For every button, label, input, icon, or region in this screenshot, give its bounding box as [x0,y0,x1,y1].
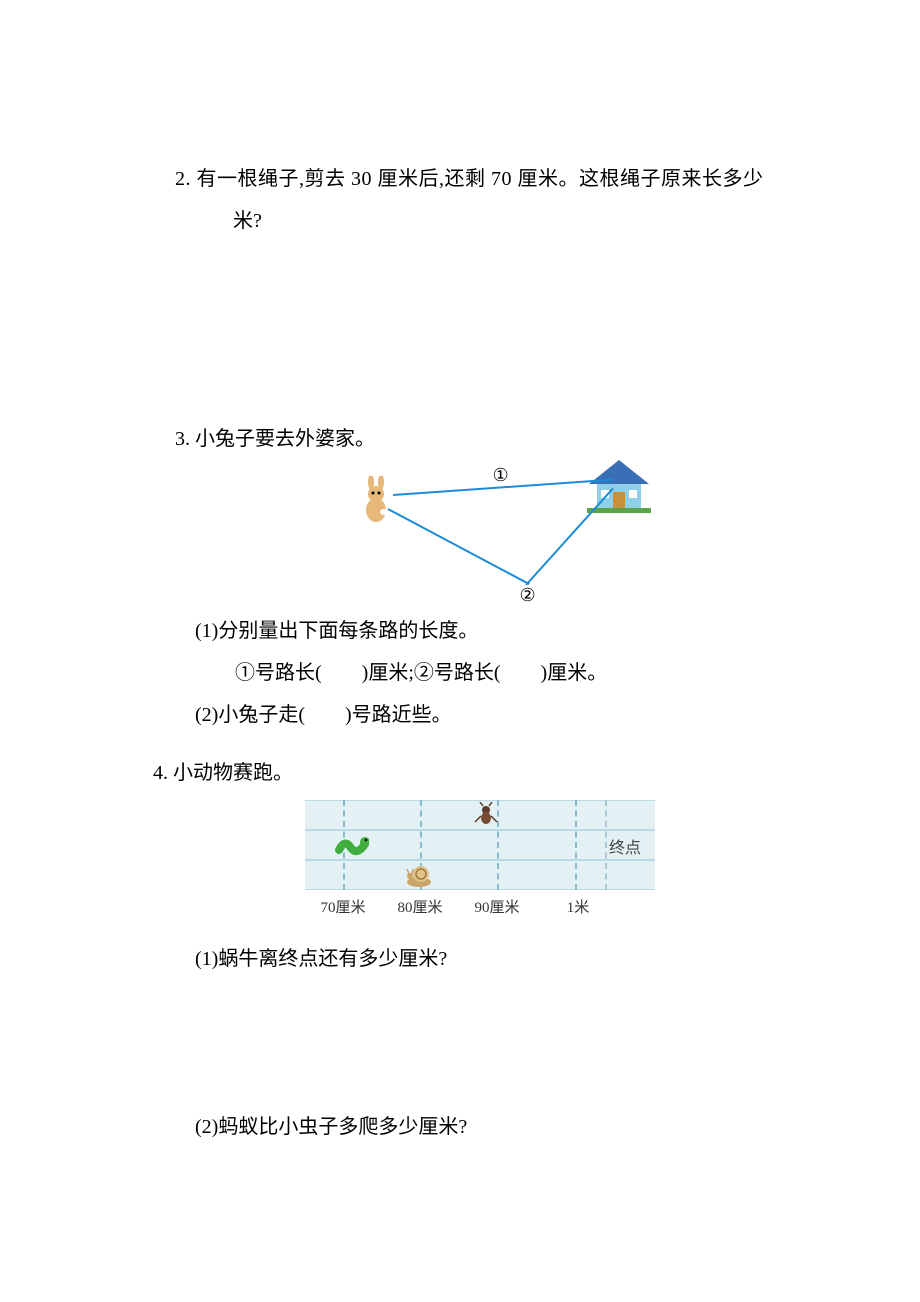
q3-sub2: (2)小兔子走( )号路近些。 [175,696,840,734]
q3-heading: 3. 小兔子要去外婆家。 [175,420,840,458]
q3-head-text: 小兔子要去外婆家。 [195,428,375,450]
q3-sub1-fill: ①号路长( )厘米;②号路长( )厘米。 [175,654,840,692]
question-4: 4. 小动物赛跑。 [175,754,840,1146]
rabbit-icon [356,476,396,524]
tick-80: 80厘米 [390,894,450,923]
answer-space-1 [175,978,840,1098]
ant-icon [473,802,499,828]
snail-icon [405,862,435,888]
finish-line [605,800,607,890]
tick-90: 90厘米 [467,894,527,923]
lane-3 [305,860,655,890]
finish-label: 终点 [609,834,641,864]
worksheet-page: 2. 有一根绳子,剪去 30 厘米后,还剩 70 厘米。这根绳子原来长多少 米?… [0,0,920,1226]
gridline-100 [575,800,577,890]
tick-1m: 1米 [553,894,603,923]
path-2-line-b [525,488,613,586]
house-icon [583,456,655,514]
q4-number: 4. [153,762,168,784]
q3-number: 3. [175,428,190,450]
path-2-label: ② [520,578,536,612]
q2-line1-text: 有一根绳子,剪去 30 厘米后,还剩 70 厘米。这根绳子原来长多少 [197,168,764,190]
question-3: 3. 小兔子要去外婆家。 [175,420,840,734]
worm-icon [335,830,369,858]
q3-diagram: ① ② [338,466,678,606]
q3-sub1: (1)分别量出下面每条路的长度。 [175,612,840,650]
path-2-line-a [387,508,529,585]
q4-head-text: 小动物赛跑。 [173,762,293,784]
q2-number: 2. [175,168,191,190]
q4-heading: 4. 小动物赛跑。 [153,754,840,792]
tick-70: 70厘米 [313,894,373,923]
race-chart: 70厘米 80厘米 90厘米 1米 终点 [305,800,655,930]
path-1-label: ① [493,458,509,492]
q2-text-line1: 2. 有一根绳子,剪去 30 厘米后,还剩 70 厘米。这根绳子原来长多少 [175,160,840,198]
q4-sub2: (2)蚂蚁比小虫子多爬多少厘米? [175,1108,840,1146]
question-2: 2. 有一根绳子,剪去 30 厘米后,还剩 70 厘米。这根绳子原来长多少 米? [175,160,840,240]
q4-sub1: (1)蜗牛离终点还有多少厘米? [175,940,840,978]
q2-text-line2: 米? [175,202,840,240]
